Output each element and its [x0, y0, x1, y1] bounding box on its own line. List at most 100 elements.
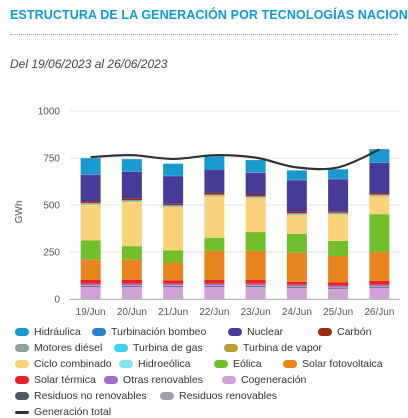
bar-segment	[287, 286, 307, 287]
bar-segment	[328, 213, 348, 214]
legend-item[interactable]: Residuos renovables	[160, 390, 277, 402]
y-tick-label: 250	[43, 248, 60, 259]
legend-item[interactable]: Turbina de gas	[114, 342, 203, 354]
y-tick-label: 0	[54, 295, 60, 306]
bar-segment	[204, 287, 224, 299]
legend-item[interactable]: Ciclo combinado	[15, 358, 112, 370]
bar-segment	[81, 205, 101, 241]
legend-item[interactable]: Residuos no renovables	[15, 390, 147, 402]
bar-segment	[81, 158, 101, 174]
bar-segment	[163, 164, 183, 176]
x-tick-label: 26/Jun	[364, 307, 394, 318]
legend-item[interactable]: Cogeneración	[222, 374, 306, 386]
legend-item[interactable]: Hidroeólica	[119, 358, 191, 370]
bar-segment	[246, 251, 266, 280]
legend-swatch	[15, 376, 29, 384]
bar-segment	[204, 251, 224, 280]
bar-segment	[369, 252, 389, 281]
bar-segment	[287, 285, 307, 287]
bar-stack	[246, 160, 266, 299]
legend-item[interactable]: Solar fotovoltaica	[283, 358, 383, 370]
legend-item[interactable]: Motores diésel	[15, 342, 102, 354]
legend-swatch	[228, 328, 242, 336]
bar-segment	[81, 285, 101, 286]
legend-item[interactable]: Eólica	[214, 358, 262, 370]
bar-segment	[287, 211, 307, 213]
bar-segment	[246, 280, 266, 284]
bar-segment	[369, 193, 389, 195]
bar-segment	[204, 196, 224, 237]
legend-label: Turbinación bombeo	[111, 326, 206, 338]
bar-segment	[246, 287, 266, 299]
bar-segment	[204, 285, 224, 286]
legend-label: Otras renovables	[123, 374, 203, 386]
legend-line-marker	[15, 411, 29, 414]
legend-label: Turbina de gas	[133, 342, 203, 354]
x-tick-label: 19/Jun	[76, 307, 106, 318]
x-tick-label: 20/Jun	[117, 307, 147, 318]
bar-segment	[122, 172, 142, 198]
legend-label: Hidráulica	[34, 326, 81, 338]
legend-item[interactable]: Nuclear	[228, 326, 283, 338]
bar-segment	[204, 284, 224, 286]
legend-swatch	[15, 360, 29, 368]
bar-segment	[81, 174, 101, 175]
legend-swatch	[318, 328, 332, 336]
bar-segment	[328, 256, 348, 282]
bar-segment	[246, 284, 266, 286]
bar-segment	[81, 280, 101, 284]
legend-swatch	[114, 344, 128, 352]
bar-stack	[328, 169, 348, 299]
legend-item[interactable]: Otras renovables	[104, 374, 203, 386]
bar-segment	[204, 286, 224, 287]
legend-swatch	[15, 392, 29, 400]
bar-segment	[369, 163, 389, 193]
bar-segment	[122, 280, 142, 284]
bar-segment	[287, 282, 307, 285]
legend-item[interactable]: Turbina de vapor	[224, 342, 322, 354]
bar-segment	[163, 204, 183, 206]
bar-segment	[122, 159, 142, 171]
bar-segment	[81, 287, 101, 299]
x-tick-label: 21/Jun	[158, 307, 188, 318]
bar-segment	[246, 160, 266, 172]
bar-segment	[328, 179, 348, 180]
bar-segment	[287, 215, 307, 234]
bar-segment	[163, 176, 183, 177]
bar-segment	[287, 213, 307, 214]
legend-swatch	[224, 344, 238, 352]
bar-segment	[287, 253, 307, 282]
bar-segment	[122, 286, 142, 287]
bar-segment	[163, 286, 183, 287]
legend-swatch	[104, 376, 118, 384]
bar-segment	[163, 284, 183, 286]
legend-item[interactable]: Carbón	[318, 326, 371, 338]
bar-segment	[163, 250, 183, 262]
bar-segment	[287, 288, 307, 299]
bar-segment	[328, 289, 348, 299]
bar-segment	[122, 284, 142, 286]
bar-segment	[328, 287, 348, 288]
legend-item[interactable]: Turbinación bombeo	[92, 326, 206, 338]
legend-label: Nuclear	[247, 326, 283, 338]
bar-segment	[163, 205, 183, 206]
bar-segment	[328, 241, 348, 256]
legend-label: Motores diésel	[34, 342, 102, 354]
legend-item[interactable]: Generación total	[15, 406, 111, 418]
bar-segment	[369, 287, 389, 288]
bar-segment	[287, 180, 307, 211]
x-tick-label: 22/Jun	[199, 307, 229, 318]
bar-segment	[369, 285, 389, 287]
legend-item[interactable]: Solar térmica	[15, 374, 96, 386]
bar-segment	[328, 215, 348, 241]
legend-label: Hidroeólica	[138, 358, 191, 370]
bar-segment	[328, 286, 348, 288]
bar-segment	[246, 173, 266, 195]
legend-label: Turbina de vapor	[243, 342, 322, 354]
legend-label: Solar fotovoltaica	[302, 358, 383, 370]
bar-segment	[204, 156, 224, 169]
bar-segment	[163, 285, 183, 286]
bar-segment	[122, 246, 142, 259]
legend-item[interactable]: Hidráulica	[15, 326, 81, 338]
